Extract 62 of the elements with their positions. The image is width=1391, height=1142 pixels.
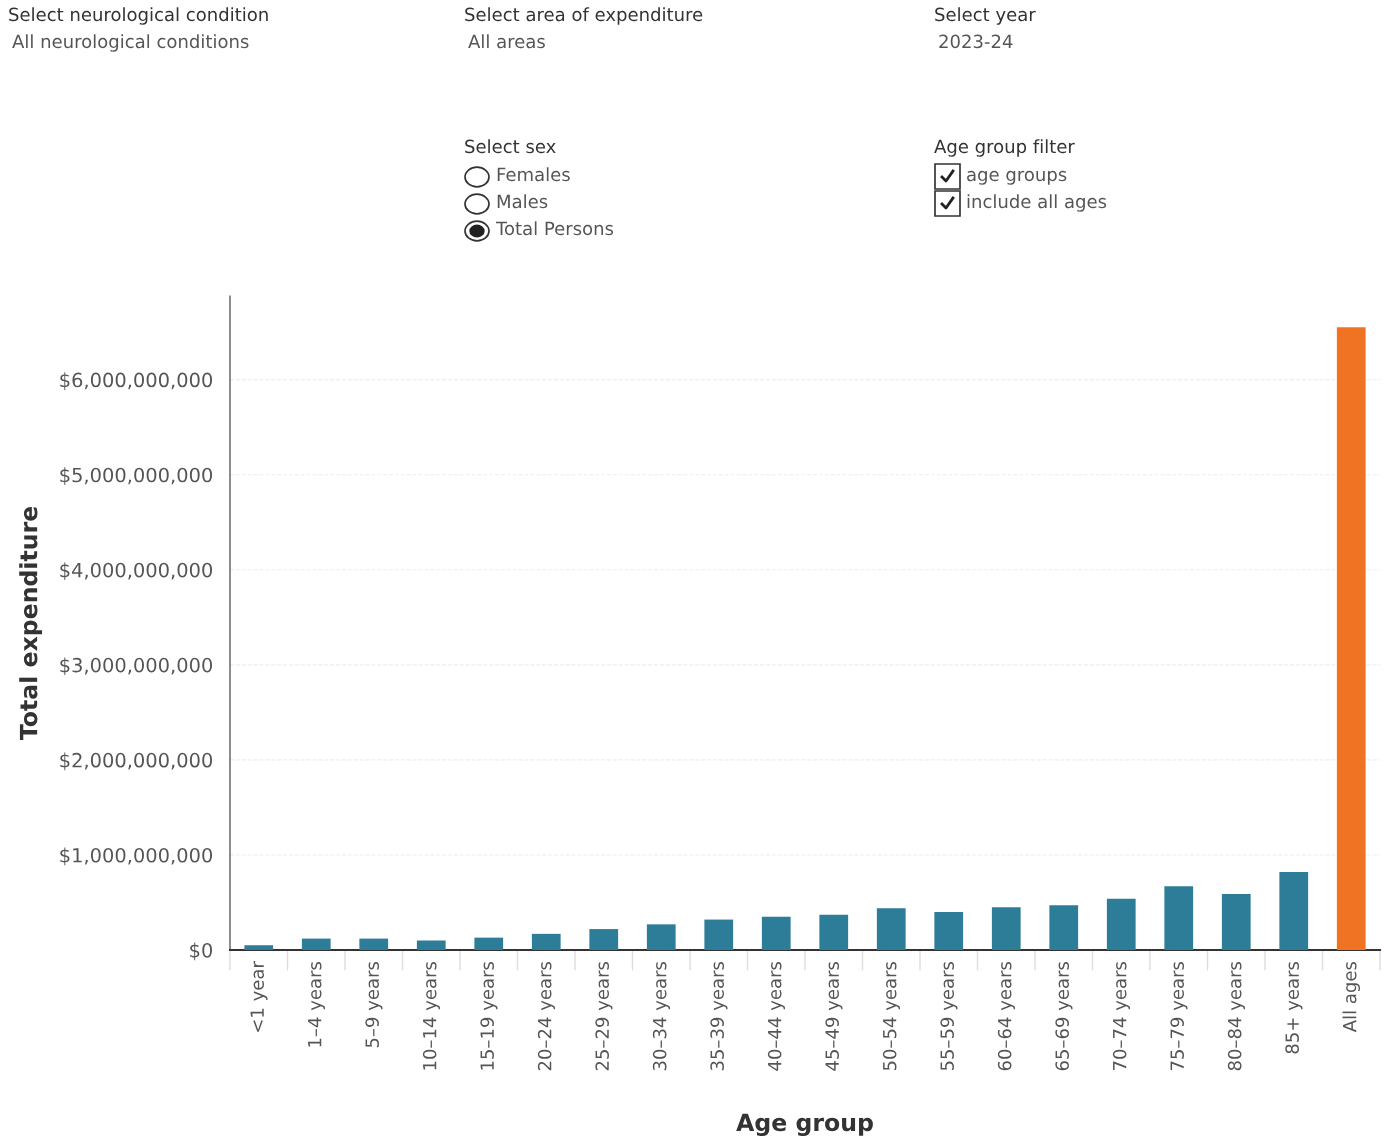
text: age groups <box>967 170 1067 185</box>
text: Select neurological condition <box>9 7 268 25</box>
y-tick-label: $4,000,000,000 <box>60 562 213 581</box>
bar <box>1279 872 1309 950</box>
x-tick-label: 65–69 years <box>1055 961 1073 1071</box>
bar <box>1164 886 1194 950</box>
x-tick-label: 20–24 years <box>537 961 555 1071</box>
bar <box>416 940 446 950</box>
y-axis-title: Total expenditure <box>19 506 43 741</box>
x-tick-label: 30–34 years <box>652 961 670 1071</box>
bar <box>646 924 676 950</box>
text: All neurological conditions <box>12 34 249 52</box>
x-tick-label: 70–74 years <box>1112 961 1130 1071</box>
bar <box>1336 327 1366 950</box>
text: Age group filter <box>934 139 1075 157</box>
text: Males <box>497 194 548 209</box>
bar <box>1221 893 1251 950</box>
y-tick-label: $5,000,000,000 <box>60 467 213 485</box>
bar <box>244 945 274 950</box>
x-axis-title: Age group <box>736 1113 873 1137</box>
x-tick-label: 5–9 years <box>365 961 383 1048</box>
y-tick-label: $1,000,000,000 <box>60 847 213 866</box>
bar <box>1049 905 1079 950</box>
x-tick-label: 80–84 years <box>1227 961 1245 1071</box>
x-tick-label: 10–14 years <box>422 961 440 1070</box>
x-tick-label: 50–54 years <box>882 961 900 1071</box>
x-tick-label: All ages <box>1342 961 1360 1033</box>
bar <box>819 914 849 950</box>
x-tick-label: 40–44 years <box>767 961 785 1071</box>
text: 2023-24 <box>939 34 1013 49</box>
bar <box>474 937 504 950</box>
text: Total Persons <box>495 221 614 236</box>
x-tick-label: 45–49 years <box>825 961 843 1071</box>
bar <box>589 929 619 950</box>
text: Select year <box>935 7 1036 25</box>
y-tick-label: $6,000,000,000 <box>60 372 213 390</box>
x-tick-label: 25–29 years <box>595 961 613 1071</box>
text: Select area of expenditure <box>465 7 703 25</box>
x-tick-label: 85+ years <box>1285 961 1303 1054</box>
y-tick-label: $0 <box>190 942 213 961</box>
x-tick-label: 75–79 years <box>1170 961 1188 1071</box>
x-tick-label: 35–39 years <box>710 961 728 1071</box>
bar <box>876 908 906 950</box>
text: Select sex <box>465 139 556 154</box>
x-tick-label: 1–4 years <box>308 961 325 1047</box>
text: All areas <box>468 34 545 49</box>
bar <box>934 911 964 950</box>
bar <box>301 938 331 950</box>
bar <box>1106 898 1136 950</box>
x-tick-label: 55–59 years <box>940 961 958 1071</box>
x-tick-label: 60–64 years <box>997 961 1015 1071</box>
y-tick-label: $2,000,000,000 <box>60 752 213 771</box>
bar <box>761 916 791 950</box>
text: include all ages <box>967 194 1107 212</box>
y-tick-label: $3,000,000,000 <box>60 657 213 676</box>
bar <box>359 938 389 950</box>
text: Females <box>497 167 570 182</box>
bar <box>991 907 1021 950</box>
bar <box>704 919 734 950</box>
x-tick-label: <1 year <box>250 961 268 1032</box>
x-tick-label: 15–19 years <box>480 961 498 1070</box>
bar <box>531 933 561 950</box>
